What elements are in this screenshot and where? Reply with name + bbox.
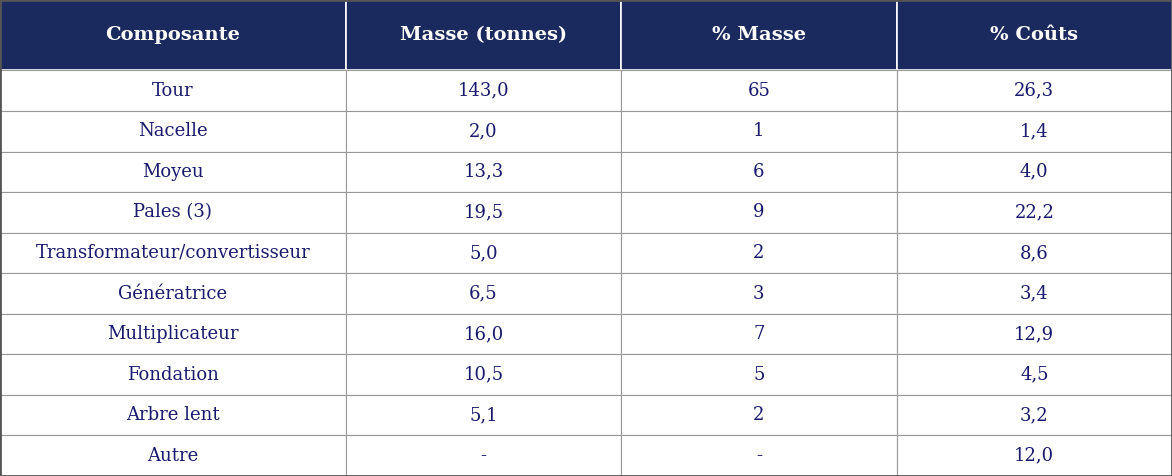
Text: 143,0: 143,0	[457, 82, 510, 100]
Text: 1,4: 1,4	[1020, 122, 1049, 140]
Bar	[621, 314, 897, 354]
Text: 8,6: 8,6	[1020, 244, 1049, 262]
Bar	[346, 436, 621, 476]
Bar	[346, 314, 621, 354]
Text: 9: 9	[754, 203, 764, 221]
Text: 13,3: 13,3	[463, 163, 504, 181]
Bar	[0, 151, 346, 192]
Text: % Coûts: % Coûts	[990, 26, 1078, 44]
Bar	[897, 273, 1172, 314]
Bar	[346, 273, 621, 314]
Bar	[0, 111, 346, 151]
Text: 4,5: 4,5	[1020, 366, 1049, 384]
Bar	[0, 0, 346, 70]
Bar	[0, 354, 346, 395]
Bar	[897, 233, 1172, 273]
Bar	[621, 151, 897, 192]
Text: Multiplicateur: Multiplicateur	[107, 325, 239, 343]
Bar	[346, 395, 621, 436]
Bar	[621, 192, 897, 233]
Text: 4,0: 4,0	[1020, 163, 1049, 181]
Text: 6,5: 6,5	[469, 285, 498, 303]
Text: 6: 6	[754, 163, 764, 181]
Text: 3,2: 3,2	[1020, 406, 1049, 424]
Text: 7: 7	[754, 325, 764, 343]
Bar	[621, 0, 897, 70]
Bar	[621, 70, 897, 111]
Text: 3: 3	[754, 285, 764, 303]
Bar	[346, 70, 621, 111]
Text: 2: 2	[754, 244, 764, 262]
Text: 22,2: 22,2	[1014, 203, 1055, 221]
Bar	[621, 354, 897, 395]
Bar	[897, 314, 1172, 354]
Text: 1: 1	[754, 122, 764, 140]
Bar	[346, 111, 621, 151]
Bar	[897, 70, 1172, 111]
Bar	[897, 354, 1172, 395]
Bar	[346, 151, 621, 192]
Text: 65: 65	[748, 82, 770, 100]
Bar	[346, 192, 621, 233]
Text: 10,5: 10,5	[463, 366, 504, 384]
Text: 5: 5	[754, 366, 764, 384]
Bar	[621, 273, 897, 314]
Text: % Masse: % Masse	[711, 26, 806, 44]
Bar	[897, 111, 1172, 151]
Text: -: -	[756, 446, 762, 465]
Bar	[0, 436, 346, 476]
Text: 5,1: 5,1	[469, 406, 498, 424]
Text: Arbre lent: Arbre lent	[127, 406, 219, 424]
Bar	[0, 273, 346, 314]
Bar	[897, 151, 1172, 192]
Bar	[346, 233, 621, 273]
Text: Génératrice: Génératrice	[118, 285, 227, 303]
Text: Autre: Autre	[148, 446, 198, 465]
Text: 3,4: 3,4	[1020, 285, 1049, 303]
Text: 16,0: 16,0	[463, 325, 504, 343]
Text: 2: 2	[754, 406, 764, 424]
Bar	[897, 192, 1172, 233]
Bar	[0, 314, 346, 354]
Text: Nacelle: Nacelle	[138, 122, 207, 140]
Text: 5,0: 5,0	[469, 244, 498, 262]
Text: Fondation: Fondation	[127, 366, 219, 384]
Bar	[621, 436, 897, 476]
Text: 26,3: 26,3	[1014, 82, 1055, 100]
Text: 12,9: 12,9	[1014, 325, 1055, 343]
Text: 2,0: 2,0	[469, 122, 498, 140]
Bar	[897, 395, 1172, 436]
Text: 19,5: 19,5	[463, 203, 504, 221]
Bar	[621, 233, 897, 273]
Bar	[346, 354, 621, 395]
Bar	[346, 0, 621, 70]
Bar	[0, 233, 346, 273]
Text: Transformateur/convertisseur: Transformateur/convertisseur	[35, 244, 311, 262]
Bar	[0, 70, 346, 111]
Bar	[897, 436, 1172, 476]
Text: -: -	[481, 446, 486, 465]
Text: Moyeu: Moyeu	[142, 163, 204, 181]
Bar	[0, 395, 346, 436]
Bar	[0, 192, 346, 233]
Text: Tour: Tour	[152, 82, 193, 100]
Text: Masse (tonnes): Masse (tonnes)	[400, 26, 567, 44]
Bar	[897, 0, 1172, 70]
Bar	[621, 395, 897, 436]
Bar	[621, 111, 897, 151]
Text: Pales (3): Pales (3)	[134, 203, 212, 221]
Text: Composante: Composante	[105, 26, 240, 44]
Text: 12,0: 12,0	[1014, 446, 1055, 465]
